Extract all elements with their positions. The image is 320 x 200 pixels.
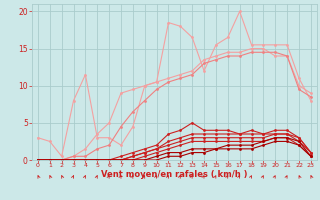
X-axis label: Vent moyen/en rafales ( km/h ): Vent moyen/en rafales ( km/h ) xyxy=(101,170,248,179)
